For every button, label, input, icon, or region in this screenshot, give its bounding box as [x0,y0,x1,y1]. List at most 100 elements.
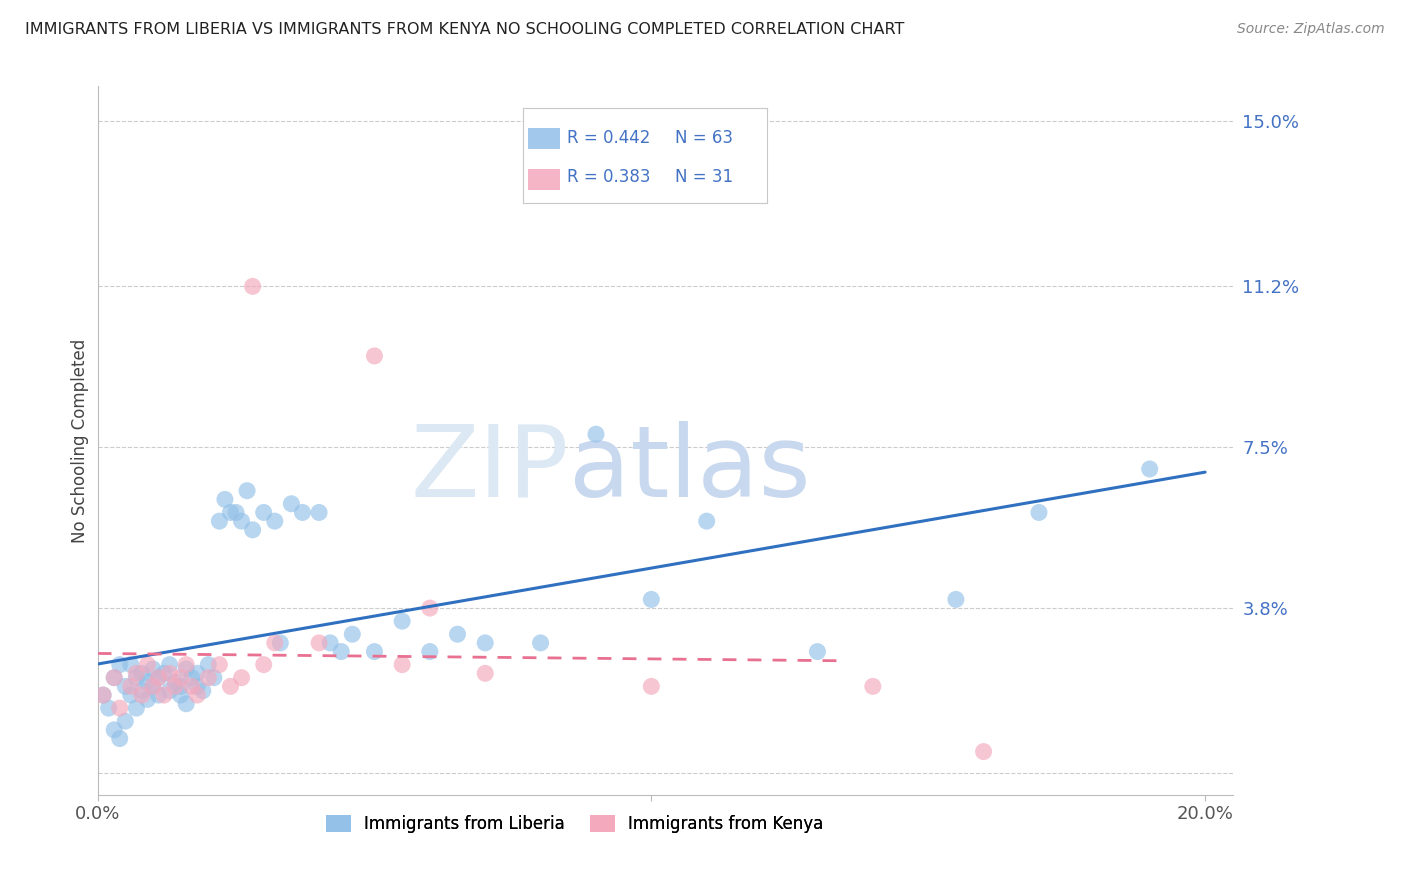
Point [291,505,314,519]
Point [474,636,496,650]
Point [474,666,496,681]
Point [142,679,165,693]
Point [186,688,208,702]
Point [945,592,967,607]
Point [108,701,131,715]
Point [1028,505,1050,519]
Point [446,627,468,641]
Point [219,679,242,693]
Point [153,688,176,702]
Point [242,523,264,537]
Point [419,644,441,658]
Point [136,657,159,672]
Point [197,657,219,672]
Point [131,683,153,698]
Point [197,671,219,685]
Point [91,688,114,702]
Point [242,279,264,293]
Text: atlas: atlas [568,420,810,517]
Point [363,349,385,363]
Point [159,657,181,672]
Point [108,731,131,746]
Point [214,492,236,507]
Point [125,671,148,685]
Point [253,505,276,519]
Point [419,601,441,615]
Point [640,592,662,607]
Point [91,688,114,702]
Point [391,614,413,628]
Point [142,679,165,693]
Point [231,671,253,685]
Point [174,662,197,676]
Point [131,666,153,681]
Point [165,675,187,690]
Point [103,671,125,685]
Point [696,514,718,528]
Point [225,505,247,519]
Legend: Immigrants from Liberia, Immigrants from Kenya: Immigrants from Liberia, Immigrants from… [319,808,830,840]
Point [208,657,231,672]
Point [191,683,214,698]
Point [231,514,253,528]
Point [263,514,285,528]
Point [280,497,302,511]
Point [180,679,202,693]
Point [308,505,330,519]
Point [136,692,159,706]
Point [806,644,828,658]
Point [125,666,148,681]
Text: ZIP: ZIP [411,420,568,517]
Point [253,657,276,672]
Point [159,683,181,698]
Text: IMMIGRANTS FROM LIBERIA VS IMMIGRANTS FROM KENYA NO SCHOOLING COMPLETED CORRELAT: IMMIGRANTS FROM LIBERIA VS IMMIGRANTS FR… [25,22,904,37]
Point [97,701,120,715]
Point [219,505,242,519]
Point [103,671,125,685]
Point [142,662,165,676]
Point [529,636,551,650]
Point [148,671,170,685]
Point [236,483,259,498]
Point [1139,462,1161,476]
Point [148,688,170,702]
Point [174,697,197,711]
Point [208,514,231,528]
Point [363,644,385,658]
Point [169,679,191,693]
Point [862,679,884,693]
Point [330,644,353,658]
Point [585,427,607,442]
Point [342,627,364,641]
Point [120,688,142,702]
Point [319,636,342,650]
Point [165,679,187,693]
Point [103,723,125,737]
Point [186,666,208,681]
Point [263,636,285,650]
Point [108,657,131,672]
Point [174,657,197,672]
Point [120,657,142,672]
Point [640,679,662,693]
Point [180,671,202,685]
Point [153,666,176,681]
Point [120,679,142,693]
Point [391,657,413,672]
Point [114,679,136,693]
Y-axis label: No Schooling Completed: No Schooling Completed [72,339,89,543]
Point [159,666,181,681]
Point [186,679,208,693]
Point [136,675,159,690]
Point [202,671,225,685]
Point [148,671,170,685]
Point [125,701,148,715]
Point [308,636,330,650]
Point [131,688,153,702]
Point [973,745,995,759]
Point [269,636,291,650]
Text: Source: ZipAtlas.com: Source: ZipAtlas.com [1237,22,1385,37]
Point [114,714,136,728]
Point [169,688,191,702]
Point [169,671,191,685]
